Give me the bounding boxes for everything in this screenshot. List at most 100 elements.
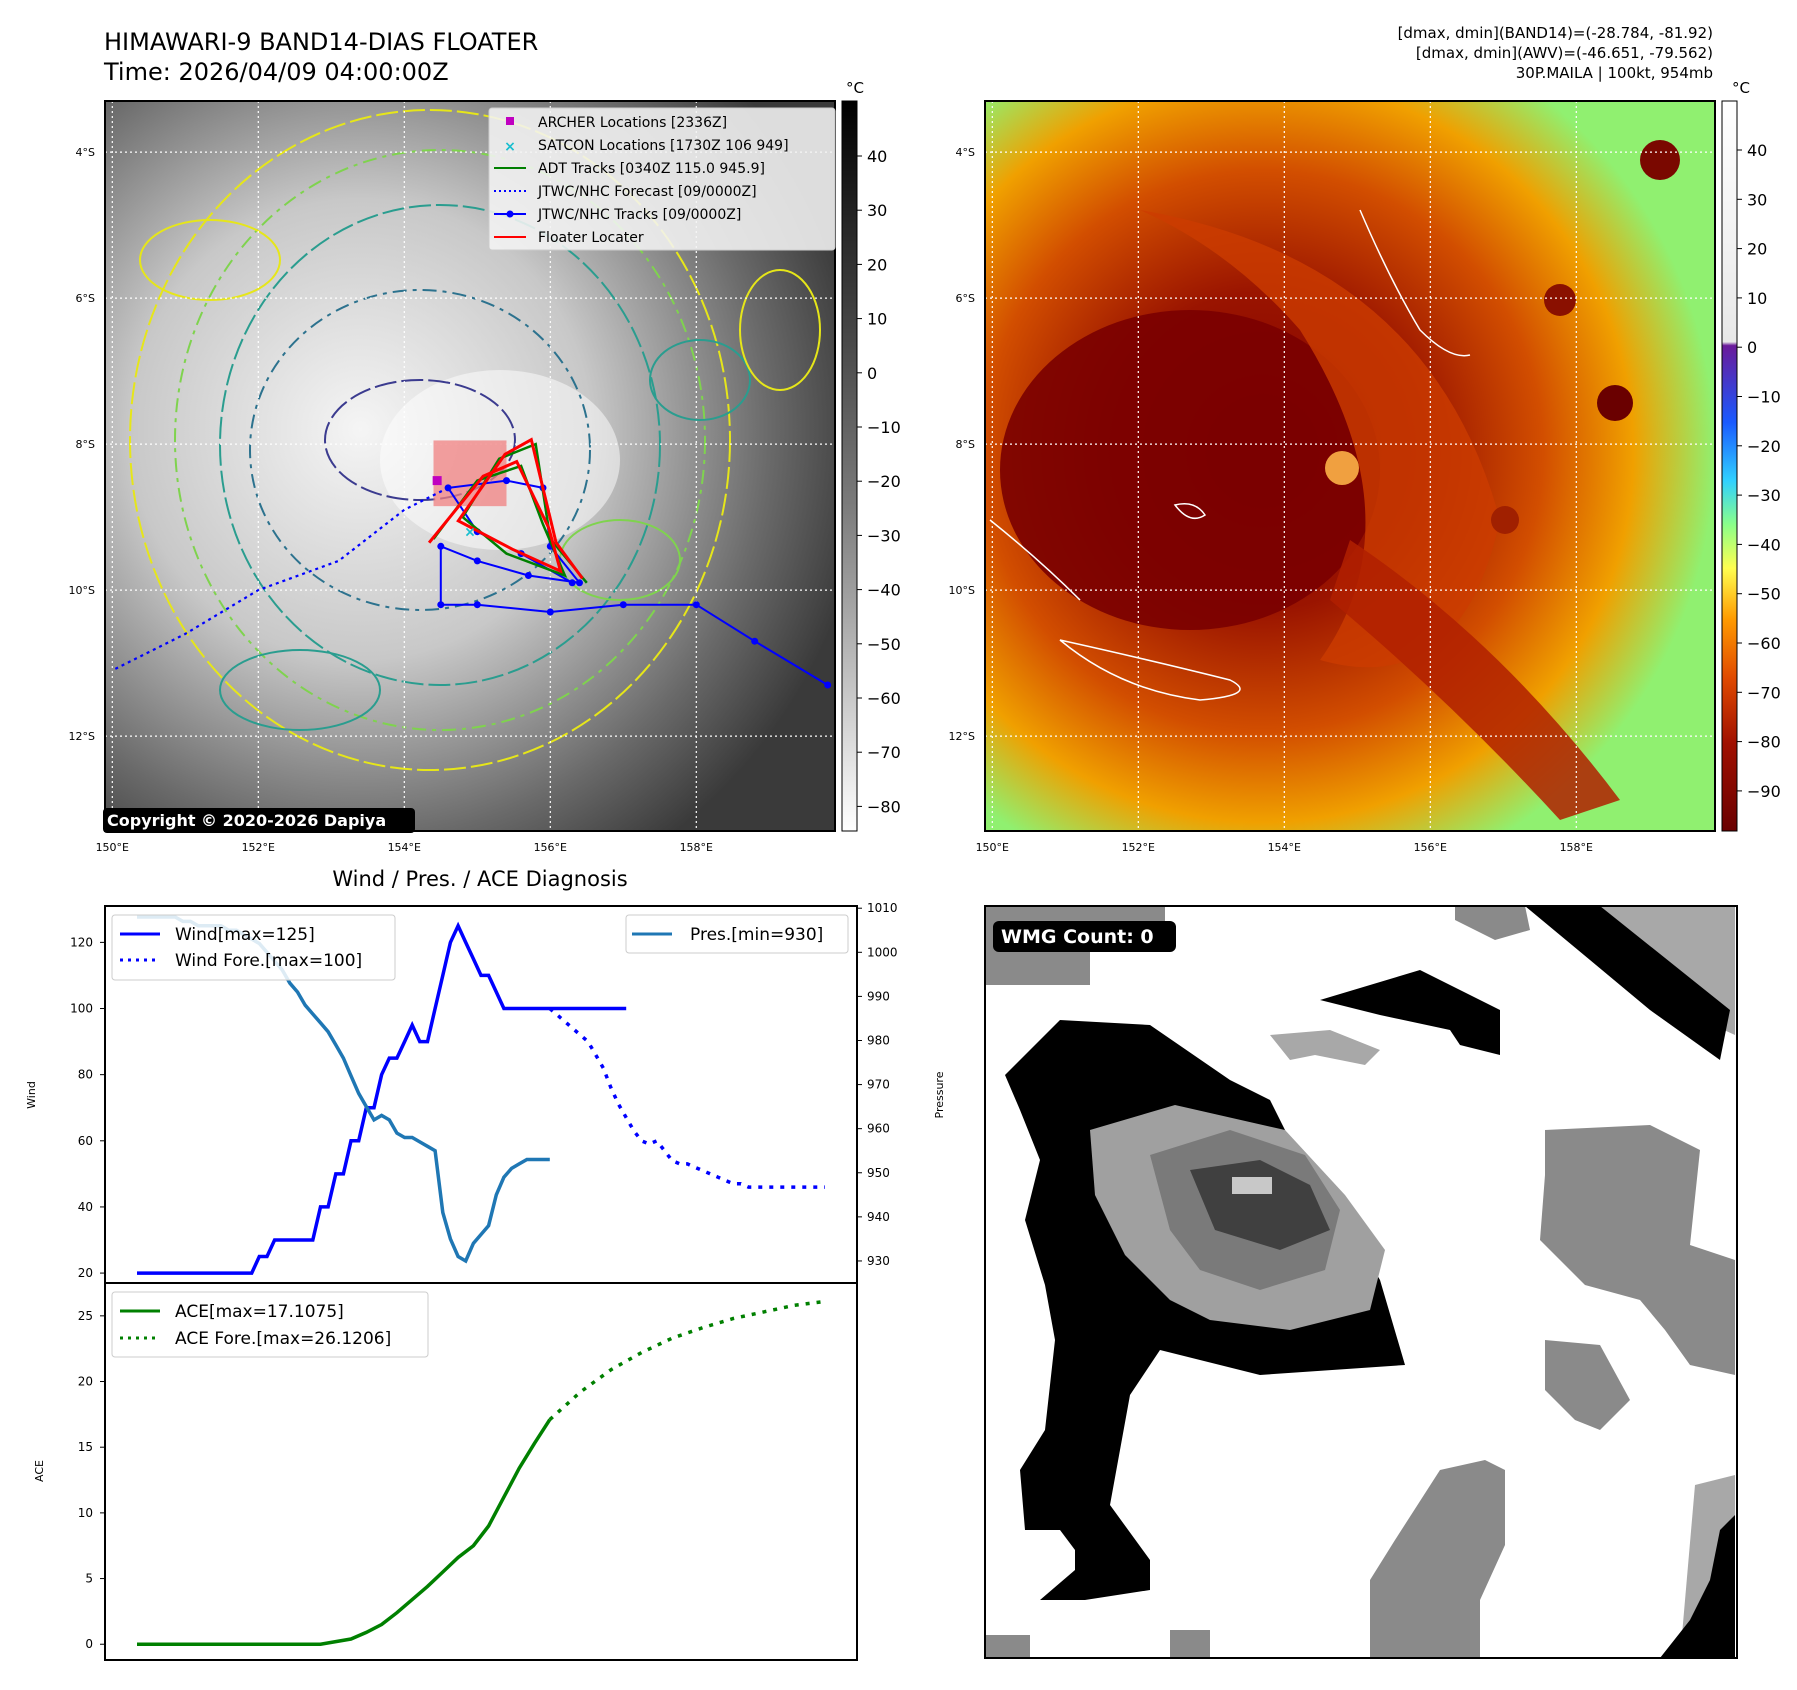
colorbar-tick-label: 10 bbox=[1747, 289, 1767, 308]
archer-location-marker bbox=[432, 476, 442, 486]
jtwc-track-point bbox=[437, 542, 445, 550]
colorbar-tick-label: −30 bbox=[867, 526, 901, 545]
satcon-location-marker: × bbox=[464, 525, 476, 541]
colorbar-tick-label: −40 bbox=[867, 581, 901, 600]
jtwc-track-point bbox=[619, 601, 627, 609]
legend-pressure: Pres.[min=930] bbox=[690, 925, 823, 945]
lon-tick-label: 152°E bbox=[1122, 841, 1155, 854]
legend-archer: ARCHER Locations [2336Z] bbox=[538, 115, 727, 131]
lon-tick-label: 150°E bbox=[976, 841, 1009, 854]
colorbar-tick-label: −10 bbox=[1747, 388, 1781, 407]
jtwc-track-point bbox=[444, 484, 452, 492]
y-tick-label: 100 bbox=[70, 1002, 93, 1016]
y2-tick-label: 940 bbox=[867, 1210, 890, 1224]
contour-ring bbox=[129, 109, 731, 771]
jtwc-track-point bbox=[437, 601, 445, 609]
colorbar-tick-label: −50 bbox=[867, 635, 901, 654]
floater-box bbox=[433, 440, 507, 507]
lat-tick-label: 10°S bbox=[949, 584, 975, 597]
gray-colorbar: °C 40 30 20 10 0 −10 −20 −30 −40 −50 −60 −70 −80 bbox=[841, 79, 901, 832]
figure-time: Time: 2026/04/09 04:00:00Z bbox=[103, 58, 449, 86]
lon-tick-label: 158°E bbox=[1560, 841, 1593, 854]
colorbar-tick-label: −60 bbox=[1747, 634, 1781, 653]
wmg-eye bbox=[1232, 1177, 1272, 1194]
y2-tick-label: 990 bbox=[867, 989, 890, 1003]
contour-blob bbox=[139, 219, 281, 301]
ace-axis-ticks: 0 5 10 15 20 25 bbox=[78, 1309, 105, 1651]
colorbar-tick-label: −20 bbox=[867, 472, 901, 491]
colorbar-tick-label: 10 bbox=[867, 310, 887, 329]
ace-series bbox=[137, 1299, 826, 1646]
latitude-ticks: 4°S 6°S 8°S 10°S 12°S bbox=[69, 146, 95, 743]
y-tick-label: 25 bbox=[78, 1309, 93, 1323]
colorbar-tick-label: −10 bbox=[867, 418, 901, 437]
floater-track bbox=[427, 437, 584, 580]
jtwc-track-point bbox=[473, 557, 481, 565]
colorbar-ticks: 40 30 20 10 0 −10 −20 −30 −40 −50 −60 −70 −80 bbox=[857, 147, 901, 816]
lon-tick-label: 154°E bbox=[1268, 841, 1301, 854]
wind-axis-label: Wind bbox=[25, 1081, 38, 1109]
stats-band14: [dmax, dmin](BAND14)=(-28.784, -81.92) bbox=[1398, 24, 1713, 42]
colorbar-tick-label: 0 bbox=[867, 364, 877, 383]
colorbar-tick-label: −80 bbox=[867, 797, 901, 816]
longitude-ticks: 150°E 152°E 154°E 156°E 158°E bbox=[976, 841, 1593, 854]
contour-blob bbox=[739, 269, 821, 391]
colorbar-unit: °C bbox=[846, 79, 864, 97]
ace-line bbox=[137, 1418, 552, 1646]
colorbar-tick-label: 20 bbox=[867, 255, 887, 274]
y-tick-label: 20 bbox=[78, 1375, 93, 1389]
legend-jtwc-forecast: JTWC/NHC Forecast [09/0000Z] bbox=[537, 184, 757, 200]
jtwc-forecast-track bbox=[111, 486, 449, 672]
colorbar-tick-label: −80 bbox=[1747, 733, 1781, 752]
y-tick-label: 10 bbox=[78, 1506, 93, 1520]
map-frame bbox=[104, 100, 836, 832]
contour-blob bbox=[649, 339, 751, 421]
colorbar-tick-label: −40 bbox=[1747, 535, 1781, 554]
legend-floater: Floater Locater bbox=[538, 230, 644, 246]
y-tick-label: 5 bbox=[85, 1572, 93, 1586]
colorbar-tick-label: −70 bbox=[867, 743, 901, 762]
lat-tick-label: 4°S bbox=[76, 146, 95, 159]
pressure-axis-ticks: 930 940 950 960 970 980 990 1000 1010 bbox=[857, 901, 898, 1268]
square-marker-icon bbox=[506, 117, 514, 125]
ir-map-panel: 4°S6°S8°S10°S12°S 150°E 152°E 154°E 156°E 15… bbox=[949, 100, 1716, 854]
y2-tick-label: 950 bbox=[867, 1166, 890, 1180]
y2-tick-label: 1000 bbox=[867, 945, 898, 959]
jtwc-track-point bbox=[751, 637, 759, 645]
longitude-ticks: 150°E 152°E 154°E 156°E 158°E bbox=[96, 841, 713, 854]
copyright-badge bbox=[103, 808, 415, 833]
legend-jtwc-tracks: JTWC/NHC Tracks [09/0000Z] bbox=[537, 207, 741, 223]
jtwc-track-point bbox=[824, 681, 832, 689]
wind-pressure-chart: 20 40 60 80 100 120 930 940 950 960 970 980 990 1000… bbox=[25, 901, 946, 1284]
pressure-axis-label: Pressure bbox=[933, 1071, 946, 1118]
jtwc-track-point bbox=[576, 579, 583, 587]
y2-tick-label: 930 bbox=[867, 1254, 890, 1268]
legend-satcon: SATCON Locations [1730Z 106 949] bbox=[538, 138, 789, 154]
figure-title: HIMAWARI-9 BAND14-DIAS FLOATER bbox=[104, 28, 538, 56]
jtwc-track bbox=[439, 479, 829, 686]
wind-line bbox=[137, 921, 627, 1275]
colorbar-tick-label: 30 bbox=[867, 201, 887, 220]
x-marker-icon: × bbox=[504, 139, 516, 155]
y-tick-label: 120 bbox=[70, 935, 93, 949]
contour-ring bbox=[324, 379, 516, 501]
ace-chart: 0 5 10 15 20 25 ACE ACE[max=17.1075] ACE Fore… bbox=[33, 1282, 858, 1661]
legend-wind-forecast: Wind Fore.[max=100] bbox=[175, 951, 362, 971]
lat-tick-label: 12°S bbox=[949, 730, 975, 743]
colorbar-tick-label: 20 bbox=[1747, 240, 1767, 259]
ir-colorbar: °C 40 30 20 10 0 −10 −20 −30 −40 −50 −60 −70 −80 −90 bbox=[1721, 79, 1781, 832]
colorbar-tick-label: −50 bbox=[1747, 585, 1781, 604]
lat-tick-label: 8°S bbox=[956, 438, 975, 451]
y2-tick-label: 960 bbox=[867, 1122, 890, 1136]
colorbar-unit: °C bbox=[1732, 79, 1750, 97]
wmg-storm-core bbox=[1005, 906, 1735, 1658]
legend-wind: Wind[max=125] bbox=[175, 925, 315, 945]
copyright-text: Copyright © 2020-2026 Dapiya bbox=[107, 811, 386, 830]
jtwc-track-point bbox=[524, 572, 532, 579]
legend-adt: ADT Tracks [0340Z 115.0 945.9] bbox=[538, 161, 765, 177]
wmg-count-text: WMG Count: 0 bbox=[1001, 926, 1154, 948]
jtwc-track-points bbox=[437, 477, 832, 689]
map-gridlines bbox=[985, 101, 1715, 831]
y-tick-label: 80 bbox=[78, 1068, 93, 1082]
lat-tick-label: 8°S bbox=[76, 438, 95, 451]
